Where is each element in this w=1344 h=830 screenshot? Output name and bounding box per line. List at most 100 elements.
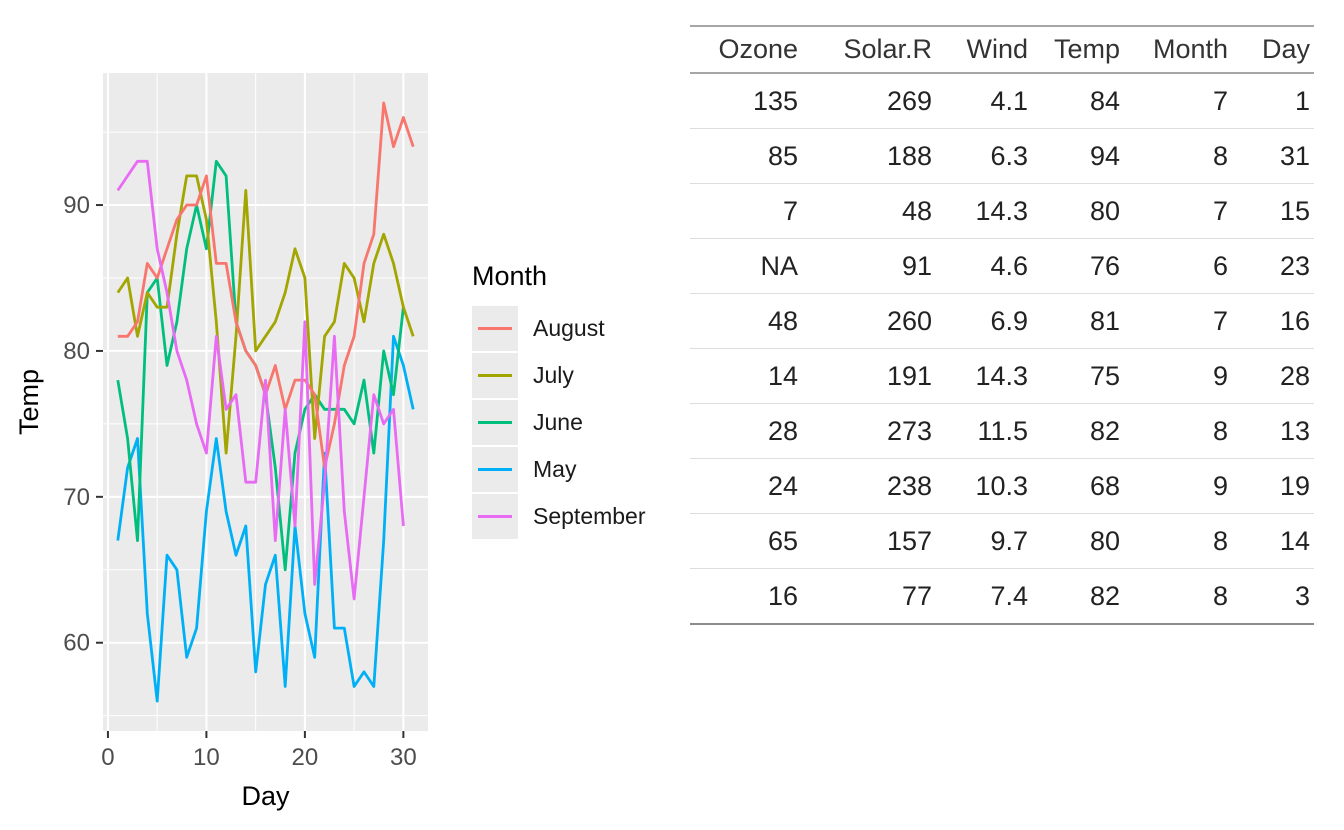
legend-title: Month [472,261,548,291]
table-row: 85 188 6.3 94 8 31 [690,128,1314,184]
table-cell: 191 [802,348,936,404]
table-header: Ozone Solar.R Wind Temp Month Day [690,25,1314,74]
table-cell: 80 [1032,513,1124,569]
y-tick-label: 90 [63,192,90,219]
legend-line-icon [478,420,512,424]
x-tick-label: 0 [101,744,114,771]
table-cell: 1 [1232,73,1314,129]
y-tick-label: 60 [63,630,90,657]
legend-entry-september: September [472,493,646,539]
x-tick-label: 10 [193,744,220,771]
table-cell: 3 [1232,568,1314,625]
column-header-wind: Wind [936,25,1032,74]
table-cell: 14.3 [936,183,1032,239]
legend-label: July [533,361,574,388]
month-legend: Month August July June May September [472,261,646,541]
airquality-table: Ozone Solar.R Wind Temp Month Day 135 269 4.1 84… [690,25,1314,625]
table-cell: 48 [802,183,936,239]
table-cell: 94 [1032,128,1124,184]
legend-entry-august: August [472,305,646,351]
legend-label: August [533,314,605,341]
table-cell: 85 [690,128,802,184]
temp-by-day-line-chart: 0 10 20 30 60 70 80 90 Day Temp [14,73,428,811]
table-cell: 68 [1032,458,1124,514]
column-header-solarr: Solar.R [802,25,936,74]
table-row: 24 238 10.3 68 9 19 [690,458,1314,514]
table-cell: 16 [1232,293,1314,349]
table-cell: 82 [1032,568,1124,625]
table-cell: 8 [1124,513,1232,569]
y-tick-label: 80 [63,338,90,365]
legend-entry-july: July [472,352,646,398]
table-cell: 14.3 [936,348,1032,404]
table-cell: 28 [1232,348,1314,404]
table-row: 135 269 4.1 84 7 1 [690,73,1314,129]
table-cell: 14 [1232,513,1314,569]
table-cell: NA [690,238,802,294]
y-axis-title: Temp [14,369,44,435]
table-cell: 48 [690,293,802,349]
legend-label: June [533,408,583,435]
legend-key-swatch [472,399,518,445]
table-cell: 8 [1124,403,1232,459]
legend-key-swatch [472,446,518,492]
table-cell: 13 [1232,403,1314,459]
line-series-july [116,174,415,455]
table-cell: 4.1 [936,73,1032,129]
legend-key-swatch [472,493,518,539]
table-cell: 9 [1124,348,1232,404]
table-cell: 188 [802,128,936,184]
table-cell: 28 [690,403,802,459]
table-cell: 273 [802,403,936,459]
x-tick-label: 20 [292,744,319,771]
legend-line-icon [478,467,512,471]
table-cell: 75 [1032,348,1124,404]
table-cell: 260 [802,293,936,349]
legend-label: May [533,455,577,482]
y-tick-label: 70 [63,484,90,511]
legend-entry-june: June [472,399,646,445]
column-header-ozone: Ozone [690,25,802,74]
table-cell: 82 [1032,403,1124,459]
table-cell: 7 [1124,73,1232,129]
table-cell: 269 [802,73,936,129]
table-cell: 76 [1032,238,1124,294]
table-row: NA 91 4.6 76 6 23 [690,238,1314,294]
table-cell: 80 [1032,183,1124,239]
column-header-day: Day [1232,25,1314,74]
table-cell: 65 [690,513,802,569]
line-series-september [116,159,405,601]
table-cell: 157 [802,513,936,569]
column-header-temp: Temp [1032,25,1124,74]
table-body: 135 269 4.1 84 7 1 85 188 6.3 94 8 31 7 48 14.3 80 7 15 NA… [690,73,1314,625]
line-series-may [116,334,415,703]
table-cell: 16 [690,568,802,625]
x-tick-label: 30 [390,744,417,771]
table-cell: 7 [690,183,802,239]
table-cell: 81 [1032,293,1124,349]
table-cell: 135 [690,73,802,129]
table-row: 48 260 6.9 81 7 16 [690,293,1314,349]
table-cell: 31 [1232,128,1314,184]
table-cell: 6 [1124,238,1232,294]
table-cell: 238 [802,458,936,514]
table-cell: 84 [1032,73,1124,129]
table-cell: 23 [1232,238,1314,294]
table-cell: 10.3 [936,458,1032,514]
legend-line-icon [478,326,512,330]
column-header-month: Month [1124,25,1232,74]
table-cell: 7 [1124,183,1232,239]
legend-key-swatch [472,305,518,351]
table-cell: 9.7 [936,513,1032,569]
table-cell: 6.9 [936,293,1032,349]
table-cell: 8 [1124,568,1232,625]
table-cell: 77 [802,568,936,625]
table-cell: 15 [1232,183,1314,239]
table-cell: 9 [1124,458,1232,514]
table-cell: 7 [1124,293,1232,349]
legend-line-icon [478,373,512,377]
table-cell: 8 [1124,128,1232,184]
table-cell: 91 [802,238,936,294]
table-cell: 14 [690,348,802,404]
table-cell: 24 [690,458,802,514]
